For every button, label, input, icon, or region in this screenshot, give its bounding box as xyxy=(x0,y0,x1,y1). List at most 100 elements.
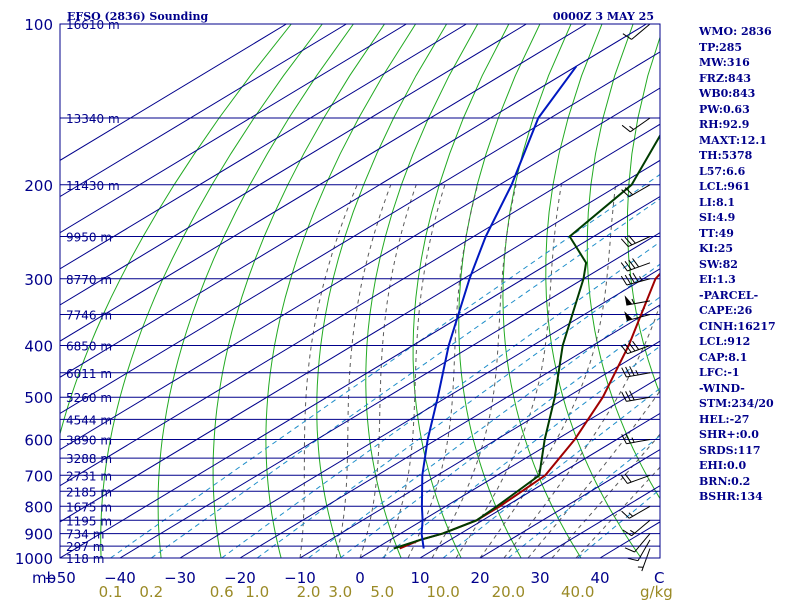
index-value: SW:82 xyxy=(699,257,738,271)
index-value: MAXT:12.1 xyxy=(699,133,767,147)
height-label: 6011 m xyxy=(66,367,112,381)
station-title: EFSO (2836) Sounding xyxy=(67,10,209,23)
wind-barbs xyxy=(620,23,651,572)
isotherm xyxy=(60,24,407,234)
isotherm xyxy=(60,51,660,414)
pressure-axis-labels: 100 200 300 400 500 600 700 800 900 1000 xyxy=(15,16,53,568)
index-value: TP:285 xyxy=(699,40,743,54)
valid-time: 0000Z 3 MAY 25 xyxy=(553,10,654,23)
isotherm xyxy=(60,24,527,306)
height-label: 16610 m xyxy=(66,18,120,32)
temperature-tick-label: 30 xyxy=(530,569,549,587)
index-value: RH:92.9 xyxy=(699,118,750,131)
mixing-ratio-tick-label: 40.0 xyxy=(561,583,594,600)
isotherm xyxy=(119,232,660,558)
isobars xyxy=(60,23,660,559)
pressure-tick-label: 700 xyxy=(24,467,53,485)
index-value: SI:4.9 xyxy=(699,211,736,224)
mixing-ratio-tick-label: 2.0 xyxy=(297,583,321,600)
pressure-tick-label: 600 xyxy=(24,432,53,450)
isotherm xyxy=(60,24,287,161)
height-label: 1675 m xyxy=(66,500,112,514)
wind-barb xyxy=(621,184,651,198)
height-label: 5260 m xyxy=(66,391,112,405)
pressure-tick-label: 800 xyxy=(24,498,53,516)
moist-adiabat xyxy=(479,184,617,558)
index-value: PW:0.63 xyxy=(699,102,750,116)
index-value: SHR+:0.0 xyxy=(699,428,759,441)
mixing-ratio-tick-label: 0.1 xyxy=(99,583,123,600)
mixing-ratio-tick-label: 10.0 xyxy=(426,583,459,600)
wind-barb xyxy=(624,295,651,306)
temperature-tick-label: −40 xyxy=(104,569,136,587)
height-label: 734 m xyxy=(66,528,104,542)
wind-barb xyxy=(621,433,651,445)
pressure-tick-label: 500 xyxy=(24,389,53,407)
temperature-tick-label: −30 xyxy=(164,569,196,587)
height-label: 3890 m xyxy=(66,434,112,448)
pressure-unit-label: mb xyxy=(32,569,56,587)
index-value: KI:25 xyxy=(699,242,734,255)
isotherms xyxy=(60,24,660,558)
mixing-ratio-tick-label: 0.6 xyxy=(210,583,234,600)
moist-adiabat xyxy=(335,184,392,558)
isotherm xyxy=(479,448,660,558)
index-value: CAPE:26 xyxy=(699,304,753,317)
index-value: BSHR:134 xyxy=(699,490,763,503)
mixing-ratio-tick-label: 3.0 xyxy=(328,583,352,600)
mixing-ratio-tick-label: 1.0 xyxy=(245,583,269,600)
index-value: LCL:912 xyxy=(699,335,751,348)
height-label: 8770 m xyxy=(66,273,112,287)
sounding-indices-panel: WMO: 2836 TP:285 MW:316 FRZ:843 WB0:843 PW:0.… xyxy=(699,24,799,505)
isotherm xyxy=(179,268,660,558)
height-labels: 16610 m 13340 m 11430 m 9950 m 8770 m 7746 m 6… xyxy=(66,18,120,566)
pressure-tick-label: 900 xyxy=(24,526,53,544)
isotherm xyxy=(239,304,660,558)
parcel-profile xyxy=(420,65,578,549)
isotherm xyxy=(60,24,467,270)
index-value: L57:6.6 xyxy=(699,164,746,178)
temperature-axis-labels: −50 −40 −30 −20 −10 0 10 20 30 40 xyxy=(44,569,609,587)
index-value: WB0:843 xyxy=(699,87,756,100)
wind-barb xyxy=(622,23,651,40)
moist-adiabat xyxy=(359,184,417,558)
temperature-tick-label: 0 xyxy=(355,569,365,587)
moist-adiabat xyxy=(503,302,660,558)
temperature-unit-label: C xyxy=(654,569,664,587)
wind-barb xyxy=(620,272,651,286)
mixing-ratio-tick-label: 0.2 xyxy=(139,583,163,600)
temperature-tick-label: 10 xyxy=(410,569,429,587)
temperature-tick-label: −20 xyxy=(224,569,256,587)
height-label: 9950 m xyxy=(66,231,112,245)
wind-barb xyxy=(620,258,651,272)
mixing-ratio-unit-label: g/kg xyxy=(640,583,673,600)
dewpoint-profile xyxy=(393,133,660,550)
isotherm xyxy=(60,24,347,198)
wind-barb xyxy=(624,311,651,322)
index-value: LCL:961 xyxy=(699,180,751,193)
isotherm xyxy=(60,159,660,523)
pressure-tick-label: 400 xyxy=(24,338,53,356)
height-label: 118 m xyxy=(66,552,104,566)
isotherm xyxy=(299,340,660,558)
height-label: 297 m xyxy=(66,540,104,554)
index-value: SRDS:117 xyxy=(699,443,761,457)
index-value: STM:234/20 xyxy=(699,397,774,410)
isotherm xyxy=(60,123,660,487)
index-value: BRN:0.2 xyxy=(699,474,751,488)
temperature-tick-label: −10 xyxy=(284,569,316,587)
profile-lines xyxy=(393,65,660,550)
index-value: TH:5378 xyxy=(699,149,753,162)
wind-barb xyxy=(621,366,651,378)
moist-adiabat xyxy=(299,184,358,558)
height-label: 2731 m xyxy=(66,469,112,483)
plot-frame xyxy=(59,23,661,559)
pressure-tick-label: 100 xyxy=(24,16,53,34)
wind-barb xyxy=(621,505,651,519)
pressure-tick-label: 1000 xyxy=(15,550,53,568)
temperature-tick-label: 20 xyxy=(470,569,489,587)
mixing-ratio-axis-labels: 0.1 0.2 0.6 1.0 2.0 3.0 5.0 10.0 20.0 40.0 xyxy=(99,583,595,600)
wind-barb xyxy=(637,548,651,572)
index-value: MW:316 xyxy=(699,56,750,69)
